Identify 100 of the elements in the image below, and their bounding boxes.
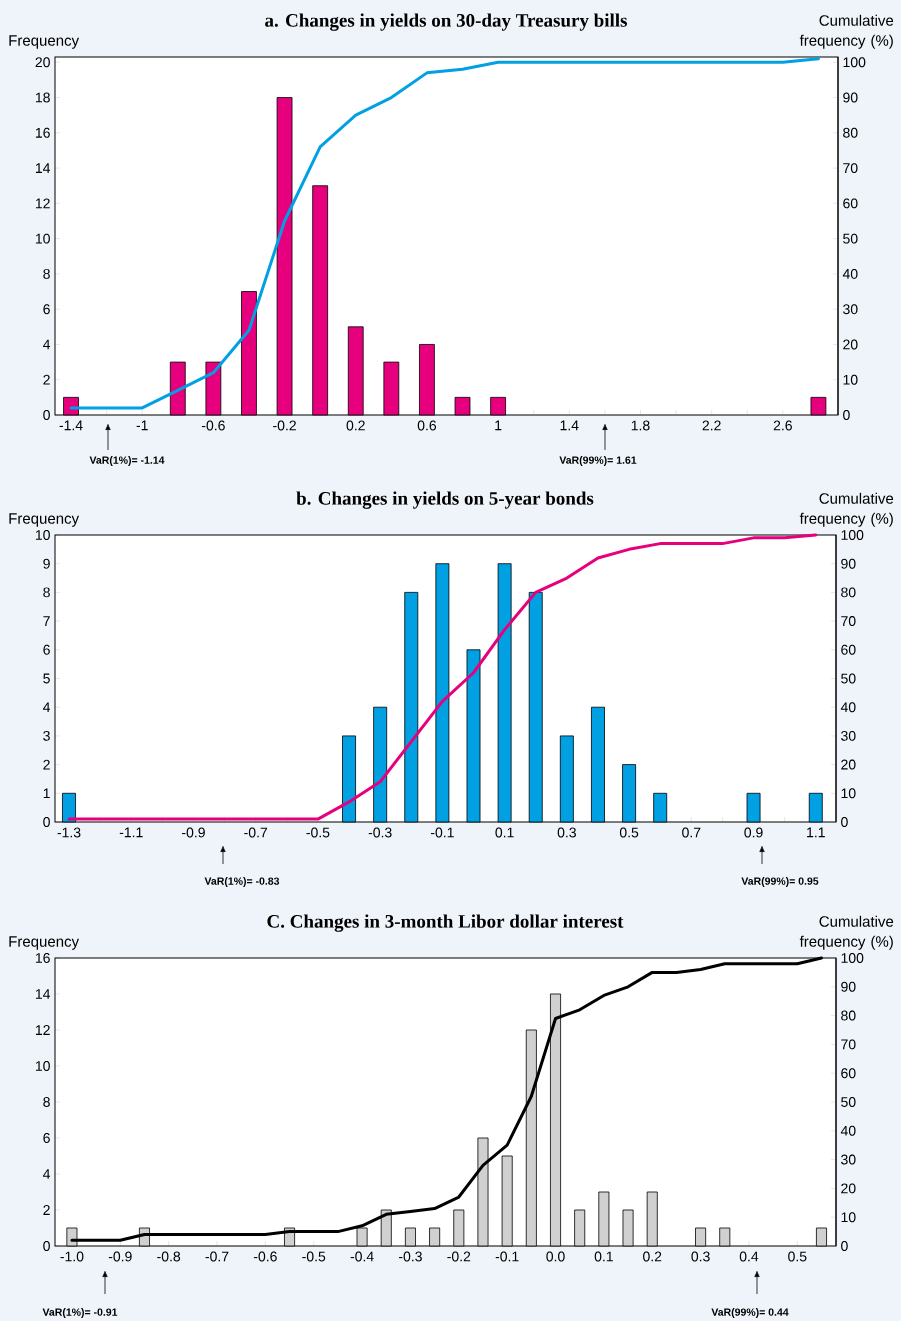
x-tick-label: 1.4: [560, 420, 579, 431]
y-tick-label: 20: [35, 57, 50, 68]
y2-tick-label: 70: [841, 1039, 856, 1050]
y-tick-label: 10: [35, 233, 50, 244]
y2-tick-label: 90: [841, 981, 856, 992]
y2-tick-label: 60: [843, 198, 858, 209]
y-tick-label: 10: [35, 530, 50, 540]
text: VaR(99%)= 0.44: [711, 1308, 789, 1318]
y-tick-label: 6: [43, 304, 50, 315]
y-tick-label: 12: [35, 198, 50, 209]
chart-title: b. Changes in yields on 5-year bonds: [296, 491, 594, 509]
text: VaR(1%)= -1.14: [89, 456, 165, 466]
x-tick-label: -0.1: [430, 827, 454, 838]
x-tick-label: -0.7: [244, 827, 268, 838]
y-tick-label: 0: [43, 817, 50, 827]
y-tick-label: 10: [35, 1061, 50, 1071]
y2-tick-label: 70: [841, 616, 856, 627]
text: VaR(99%)= 1.61: [559, 456, 637, 466]
x-tick-label: -0.4: [350, 1251, 374, 1262]
line-series: [67, 533, 818, 821]
x-tick-label: 0.4: [739, 1251, 759, 1262]
y-tick-label: 14: [35, 989, 51, 999]
x-tick-label: 1: [495, 420, 502, 431]
line-series: [69, 57, 820, 410]
y-tick-label: 2: [43, 759, 50, 770]
x-tick-label: 0.7: [682, 827, 701, 838]
y-axis-title: Frequency: [9, 936, 80, 950]
x-tick-label: 0.5: [788, 1251, 807, 1262]
y-tick-label: 18: [35, 92, 50, 103]
x-tick-label: 0.1: [594, 1251, 613, 1262]
y2-tick-label: 10: [843, 374, 858, 385]
y-tick-label: 0: [43, 1241, 50, 1251]
y-tick-label: 4: [42, 702, 51, 713]
x-tick-label: -0.2: [447, 1251, 471, 1262]
y2-tick-label: 90: [841, 558, 856, 569]
y-tick-label: 12: [35, 1025, 50, 1035]
x-tick-label: 0.6: [417, 420, 437, 431]
y2-tick-label: 100: [843, 57, 866, 68]
y2-tick-label: 60: [841, 644, 856, 655]
x-tick-label: -1.3: [57, 827, 81, 838]
y2-tick-label: 60: [841, 1068, 856, 1079]
x-tick-label: 2.2: [702, 420, 721, 431]
y2-axis-title: Cumulative frequency (%): [799, 492, 894, 527]
y2-tick-label: 30: [841, 730, 856, 741]
text: VaR(99%)= 0.95: [741, 877, 819, 887]
x-tick-label: 0.5: [619, 827, 639, 838]
x-tick-label: 2.6: [773, 420, 792, 431]
y-tick-label: 2: [43, 374, 50, 385]
y-tick-label: 9: [43, 558, 50, 569]
y2-tick-label: 20: [841, 1183, 856, 1194]
y2-tick-label: 80: [841, 587, 856, 598]
x-tick-label: 1.1: [807, 827, 825, 838]
y-tick-label: 16: [35, 953, 50, 963]
x-tick-label: -0.6: [201, 420, 225, 431]
y-tick-label: 4: [42, 339, 51, 350]
y2-tick-label: 20: [843, 339, 858, 350]
x-tick-label: -0.3: [399, 1251, 422, 1262]
x-tick-label: -1.1: [119, 827, 143, 838]
y2-tick-label: 40: [840, 1125, 856, 1136]
y-tick-label: 16: [35, 127, 50, 138]
chart-title: C. Changes in 3-month Libor dollar interest: [267, 914, 624, 932]
x-tick-label: -1: [136, 420, 148, 431]
y2-tick-label: 0: [841, 817, 848, 827]
y-tick-label: 8: [43, 587, 50, 598]
y2-tick-label: 40: [840, 702, 856, 713]
x-tick-label: -0.5: [306, 827, 330, 838]
x-tick-label: -0.9: [182, 827, 205, 838]
y-axis-title: Frequency: [9, 35, 80, 49]
text: VaR(1%)= -0.83: [204, 877, 280, 887]
x-tick-label: -1.0: [60, 1251, 84, 1262]
x-tick-label: 0.0: [546, 1251, 565, 1262]
chart-title: a. Changes in yields on 30-day Treasury bills: [265, 13, 628, 31]
x-tick-label: -0.1: [495, 1251, 519, 1262]
y2-tick-label: 50: [841, 1097, 856, 1107]
y-tick-label: 8: [43, 268, 50, 279]
x-tick-label: -0.2: [273, 420, 296, 431]
y-tick-label: 3: [43, 730, 50, 741]
y2-tick-label: 70: [843, 163, 858, 174]
y-tick-label: 1: [43, 788, 50, 799]
x-tick-label: -0.9: [108, 1251, 132, 1262]
y2-tick-label: 30: [843, 304, 858, 315]
x-tick-label: 0.9: [744, 827, 763, 838]
y2-tick-label: 10: [841, 788, 856, 799]
y2-tick-label: 10: [841, 1212, 856, 1223]
y2-tick-label: 20: [841, 759, 856, 770]
y-tick-label: 2: [43, 1205, 50, 1215]
y-tick-label: 5: [43, 673, 50, 684]
x-tick-label: -0.6: [253, 1251, 277, 1262]
y2-tick-label: 100: [841, 953, 864, 963]
x-tick-label: -0.7: [205, 1251, 229, 1262]
y2-tick-label: 0: [843, 410, 850, 420]
x-tick-label: 0.3: [557, 827, 576, 838]
y2-tick-label: 50: [841, 673, 856, 684]
x-tick-label: -0.3: [368, 827, 392, 838]
y2-tick-label: 40: [842, 268, 858, 279]
y-tick-label: 14: [35, 163, 51, 173]
y2-tick-label: 80: [841, 1010, 856, 1021]
x-tick-label: -1.4: [59, 420, 83, 431]
y-tick-label: 7: [43, 616, 50, 626]
y-tick-label: 6: [43, 1133, 50, 1143]
